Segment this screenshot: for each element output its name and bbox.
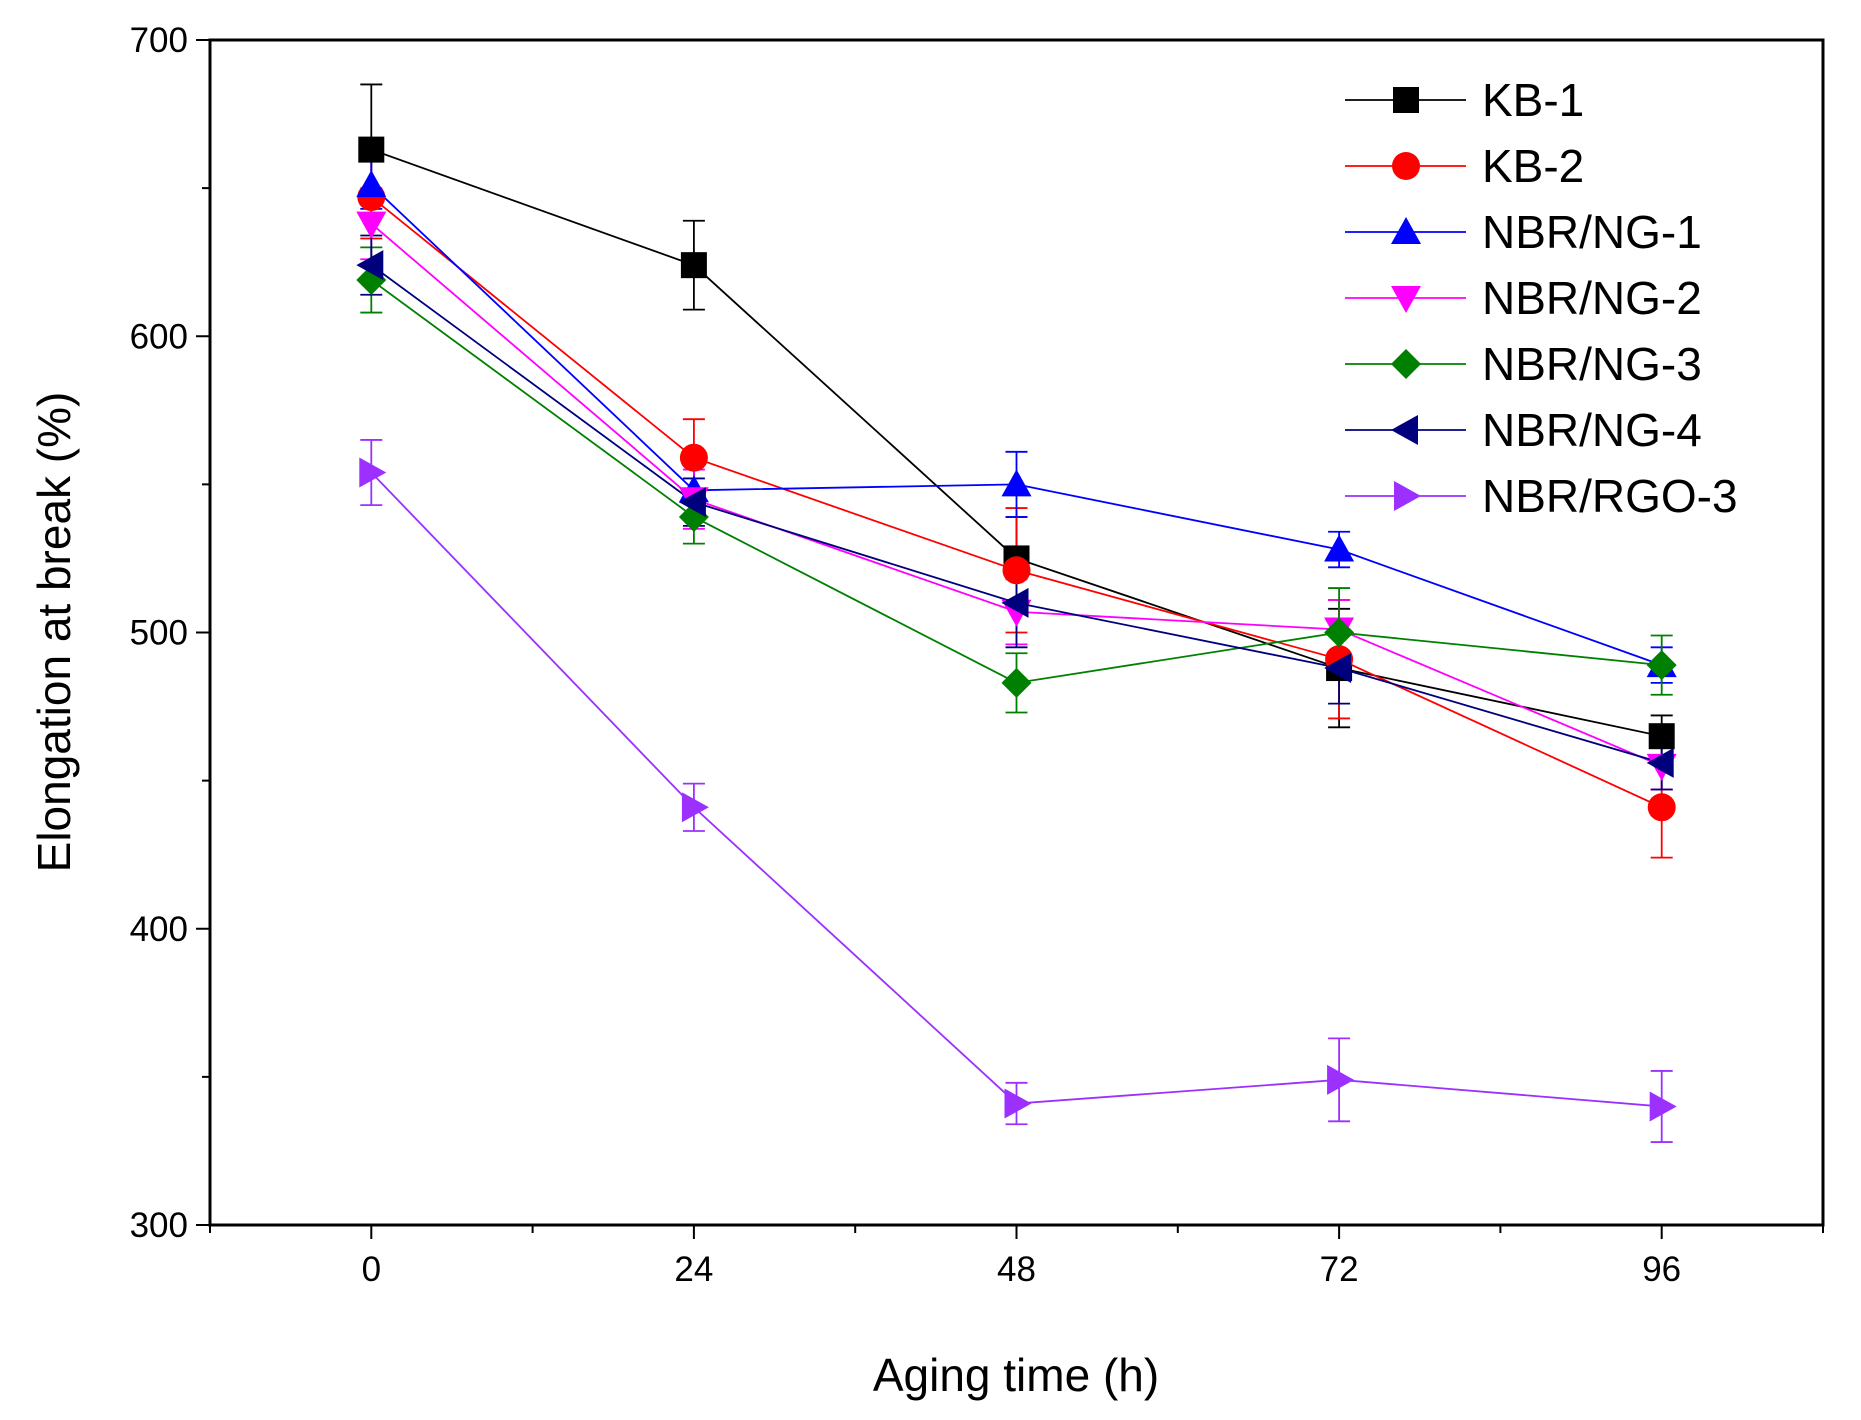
y-tick-label: 300 (130, 1206, 188, 1245)
legend-marker-nbr-ng-3 (1391, 349, 1421, 379)
data-point-nbr-ng-4 (1324, 653, 1352, 684)
data-point-kb-2 (1002, 556, 1031, 585)
legend-label-kb-1: KB-1 (1482, 74, 1584, 126)
data-point-nbr-rgo-3 (1004, 1088, 1032, 1119)
data-point-nbr-ng-1 (1324, 534, 1355, 562)
data-point-kb-1 (680, 252, 707, 279)
x-tick-label: 24 (674, 1250, 713, 1289)
y-tick-label: 600 (130, 317, 188, 356)
legend-marker-kb-1 (1393, 87, 1419, 113)
legend-marker-kb-2 (1392, 152, 1420, 180)
legend-marker-nbr-ng-1 (1391, 217, 1421, 244)
data-point-nbr-rgo-3 (1649, 1091, 1677, 1122)
legend-label-nbr-ng-2: NBR/NG-2 (1482, 272, 1702, 324)
data-point-nbr-rgo-3 (1327, 1064, 1355, 1095)
data-point-nbr-ng-1 (1001, 469, 1032, 497)
data-point-kb-2 (1647, 793, 1676, 822)
y-tick-label: 400 (130, 910, 188, 949)
legend-label-kb-2: KB-2 (1482, 140, 1584, 192)
legend-label-nbr-rgo-3: NBR/RGO-3 (1482, 470, 1738, 522)
legend-label-nbr-ng-1: NBR/NG-1 (1482, 206, 1702, 258)
data-point-kb-1 (1648, 723, 1675, 750)
x-tick-label: 96 (1642, 1250, 1681, 1289)
legend-marker-nbr-ng-2 (1391, 286, 1421, 313)
y-tick-label: 700 (130, 21, 188, 60)
data-point-nbr-ng-4 (1646, 747, 1674, 778)
y-tick-label: 500 (130, 614, 188, 653)
data-point-nbr-ng-4 (678, 487, 706, 518)
data-point-nbr-rgo-3 (681, 792, 709, 823)
data-point-nbr-ng-3 (1324, 617, 1355, 648)
data-point-nbr-ng-4 (356, 250, 384, 281)
data-point-nbr-ng-1 (356, 170, 387, 198)
data-points-layer (356, 136, 1677, 1122)
data-point-nbr-ng-3 (678, 501, 709, 532)
legend-label-nbr-ng-3: NBR/NG-3 (1482, 338, 1702, 390)
data-point-nbr-ng-3 (1646, 650, 1677, 681)
y-axis-title: Elongation at break (%) (28, 392, 80, 873)
data-point-nbr-ng-2 (356, 211, 387, 239)
x-tick-label: 72 (1320, 1250, 1359, 1289)
axis-ticks-layer: 0 24 48 72 96 300 400 500 600 700 (130, 21, 1824, 1289)
legend: KB-1 KB-2 NBR/NG-1 NBR/NG-2 NBR/NG-3 NBR/NG-4… (1345, 74, 1738, 522)
x-tick-label: 0 (362, 1250, 381, 1289)
x-tick-label: 48 (997, 1250, 1036, 1289)
data-point-kb-2 (679, 443, 708, 472)
data-point-nbr-ng-4 (1001, 587, 1029, 618)
x-axis-title: Aging time (h) (873, 1349, 1159, 1401)
data-point-nbr-rgo-3 (359, 457, 387, 488)
legend-label-nbr-ng-4: NBR/NG-4 (1482, 404, 1702, 456)
legend-marker-nbr-rgo-3 (1394, 481, 1421, 511)
legend-marker-nbr-ng-4 (1391, 415, 1418, 445)
data-point-kb-1 (358, 136, 385, 163)
data-point-nbr-ng-3 (1001, 667, 1032, 698)
